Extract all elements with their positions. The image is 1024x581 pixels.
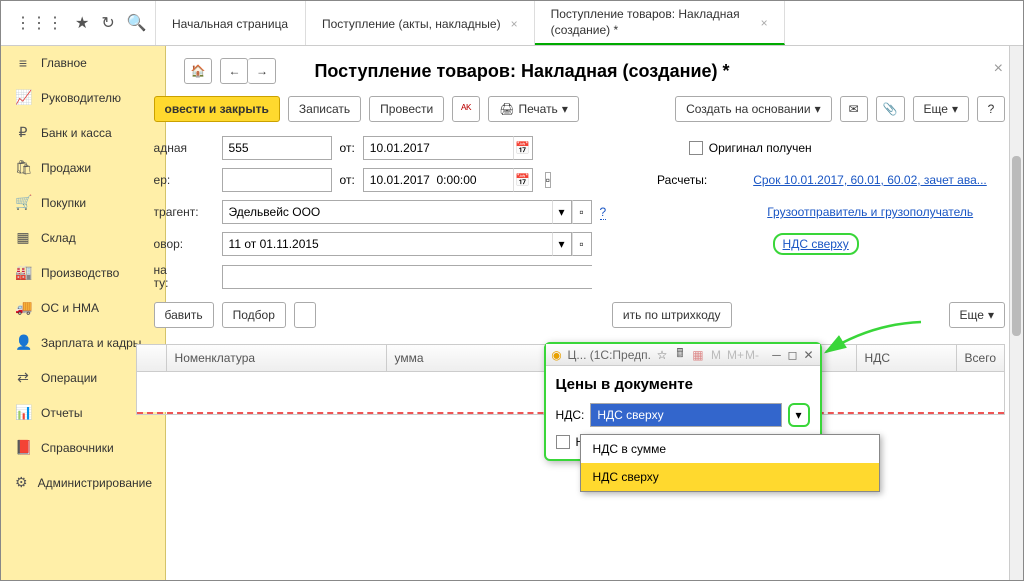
er-input[interactable] [222, 168, 332, 192]
calc-icon[interactable]: 🖩 [673, 344, 687, 365]
maximize-icon[interactable]: ◻ [786, 348, 800, 362]
barcode-button[interactable]: ить по штрихкоду [612, 302, 732, 328]
dogovor-combo[interactable]: ▾▫ [222, 232, 592, 256]
nds-label: НДС: [556, 408, 585, 422]
table-more-button[interactable]: Еще ▾ [949, 302, 1005, 328]
apps-icon[interactable]: ⋮⋮⋮ [15, 13, 63, 33]
sidebar-icon: 👤 [15, 334, 31, 351]
sidebar-icon: 🚚 [15, 299, 31, 316]
close-icon[interactable]: × [761, 16, 768, 30]
attach-button[interactable]: 📎 [876, 96, 905, 122]
close-icon[interactable]: × [511, 17, 518, 31]
forward-button[interactable]: → [248, 58, 276, 84]
label-from: от: [340, 141, 355, 155]
sidebar-icon: 📈 [15, 89, 31, 106]
sidebar-icon: ₽ [15, 124, 31, 141]
number-input[interactable] [222, 136, 332, 160]
print-button[interactable]: 🖨 Печать ▾ [488, 96, 579, 122]
toolbar-icons: ⋮⋮⋮ ★ ↻ 🔍 [1, 1, 156, 45]
label-nakl: адная [154, 141, 214, 155]
top-bar: ⋮⋮⋮ ★ ↻ 🔍 Начальная страница Поступление… [1, 1, 1023, 46]
sidebar-item[interactable]: 📕Справочники [1, 430, 165, 465]
pick-button[interactable]: Подбор [222, 302, 286, 328]
label-from2: от: [340, 173, 355, 187]
nds-link[interactable]: НДС сверху [783, 237, 849, 251]
sidebar-icon: 🏭 [15, 264, 31, 281]
sidebar-icon: 📊 [15, 404, 31, 421]
tab-current[interactable]: Поступление товаров: Накладная (создание… [535, 1, 785, 45]
dt-kt-button[interactable]: ᴬᴷ [452, 96, 480, 122]
sidebar-icon: 📕 [15, 439, 31, 456]
rasch-link[interactable]: Срок 10.01.2017, 60.01, 60.02, зачет ава… [753, 173, 987, 187]
date2-combo[interactable]: 📅 [363, 168, 533, 192]
create-based-button[interactable]: Создать на основании ▾ [675, 96, 832, 122]
add-button[interactable]: бавить [154, 302, 214, 328]
scrollbar-thumb[interactable] [1012, 156, 1021, 336]
scrollbar-track[interactable] [1009, 46, 1023, 580]
kontr-help[interactable]: ? [600, 205, 607, 220]
nds-dropdown-button[interactable]: ▾ [788, 403, 810, 427]
dd-option-in-sum[interactable]: НДС в сумме [581, 435, 879, 463]
nds-dropdown: НДС в сумме НДС сверху [580, 434, 880, 492]
history-icon[interactable]: ↻ [101, 13, 114, 33]
date1-combo[interactable]: 📅 [363, 136, 533, 160]
back-button[interactable]: ← [220, 58, 248, 84]
dd-option-on-top[interactable]: НДС сверху [581, 463, 879, 491]
sidebar-icon: ⚙ [15, 474, 28, 491]
app-icon: ◉ [550, 348, 564, 362]
tab-home[interactable]: Начальная страница [156, 1, 306, 45]
search-icon[interactable]: 🔍 [127, 13, 147, 33]
label-sklad: нату: [154, 264, 214, 290]
nds-link-highlight: НДС сверху [773, 233, 859, 255]
popup-titlebar[interactable]: ◉ Ц... (1С:Предп. ☆ 🖩 ▦ M M+ M- ─ ◻ ✕ [546, 344, 820, 366]
close-page-icon[interactable]: × [994, 60, 1003, 78]
page-title: Поступление товаров: Накладная (создание… [314, 61, 729, 82]
close-icon[interactable]: ✕ [802, 348, 816, 362]
sidebar-icon: ▦ [15, 229, 31, 246]
label-rasch: Расчеты: [657, 173, 707, 187]
post-button[interactable]: Провести [369, 96, 444, 122]
sidebar-item[interactable]: ⚙Администрирование [1, 465, 165, 500]
cal-icon[interactable]: ▦ [691, 348, 705, 362]
write-button[interactable]: Записать [288, 96, 361, 122]
more-button[interactable]: Еще ▾ [913, 96, 969, 122]
popup-title: Цены в документе [556, 376, 810, 393]
kontragent-combo[interactable]: ▾▫ [222, 200, 592, 224]
sidebar-icon: ⇄ [15, 369, 31, 386]
minimize-icon[interactable]: ─ [770, 348, 784, 362]
content-area: × 🏠 ← → Поступление товаров: Накладная (… [166, 46, 1023, 580]
sidebar-icon: 🛒 [15, 194, 31, 211]
sidebar-item[interactable]: ≡Главное [1, 46, 165, 80]
gruz-link[interactable]: Грузоотправитель и грузополучатель [767, 205, 973, 219]
help-button[interactable]: ? [977, 96, 1005, 122]
nds-input[interactable] [590, 403, 781, 427]
label-er: ер: [154, 173, 214, 187]
star-icon[interactable]: ★ [75, 13, 89, 33]
sklad-combo[interactable] [222, 265, 592, 289]
mail-button[interactable]: ✉ [840, 96, 868, 122]
sidebar-icon: ≡ [15, 55, 31, 71]
tab-receipts[interactable]: Поступление (акты, накладные)× [306, 1, 535, 45]
original-checkbox[interactable]: Оригинал получен [689, 141, 812, 155]
label-kontr: трагент: [154, 205, 214, 219]
fav-icon[interactable]: ☆ [655, 348, 669, 362]
btn-hidden[interactable] [294, 302, 316, 328]
home-button[interactable]: 🏠 [184, 58, 213, 84]
post-close-button[interactable]: овести и закрыть [154, 96, 280, 122]
extra-button[interactable]: ▫ [545, 172, 551, 188]
sidebar-icon: 🛍 [15, 159, 31, 176]
label-dogovor: овор: [154, 237, 214, 251]
